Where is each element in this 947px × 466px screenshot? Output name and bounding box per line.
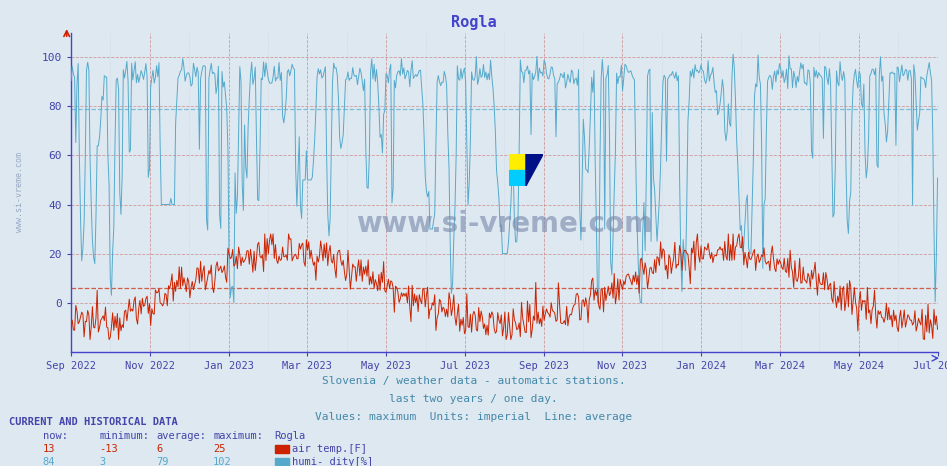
Text: Values: maximum  Units: imperial  Line: average: Values: maximum Units: imperial Line: av… bbox=[314, 412, 633, 422]
Text: 13: 13 bbox=[43, 444, 55, 454]
Text: 84: 84 bbox=[43, 457, 55, 466]
Text: www.si-vreme.com: www.si-vreme.com bbox=[356, 210, 652, 238]
Text: 25: 25 bbox=[213, 444, 225, 454]
Text: CURRENT AND HISTORICAL DATA: CURRENT AND HISTORICAL DATA bbox=[9, 417, 178, 427]
Text: humi- dity[%]: humi- dity[%] bbox=[292, 457, 373, 466]
Text: Rogla: Rogla bbox=[275, 431, 306, 441]
Bar bbox=[509, 154, 526, 170]
Text: Slovenia / weather data - automatic stations.: Slovenia / weather data - automatic stat… bbox=[322, 377, 625, 386]
Text: 3: 3 bbox=[99, 457, 106, 466]
Text: 79: 79 bbox=[156, 457, 169, 466]
Bar bbox=[509, 170, 526, 186]
Text: -13: -13 bbox=[99, 444, 118, 454]
Text: air temp.[F]: air temp.[F] bbox=[292, 444, 366, 454]
Text: minimum:: minimum: bbox=[99, 431, 150, 441]
Polygon shape bbox=[526, 154, 544, 186]
Text: maximum:: maximum: bbox=[213, 431, 263, 441]
Text: now:: now: bbox=[43, 431, 67, 441]
Text: 6: 6 bbox=[156, 444, 163, 454]
Text: Rogla: Rogla bbox=[451, 15, 496, 30]
Text: last two years / one day.: last two years / one day. bbox=[389, 394, 558, 404]
Text: 102: 102 bbox=[213, 457, 232, 466]
Text: average:: average: bbox=[156, 431, 206, 441]
Text: www.si-vreme.com: www.si-vreme.com bbox=[14, 152, 24, 232]
